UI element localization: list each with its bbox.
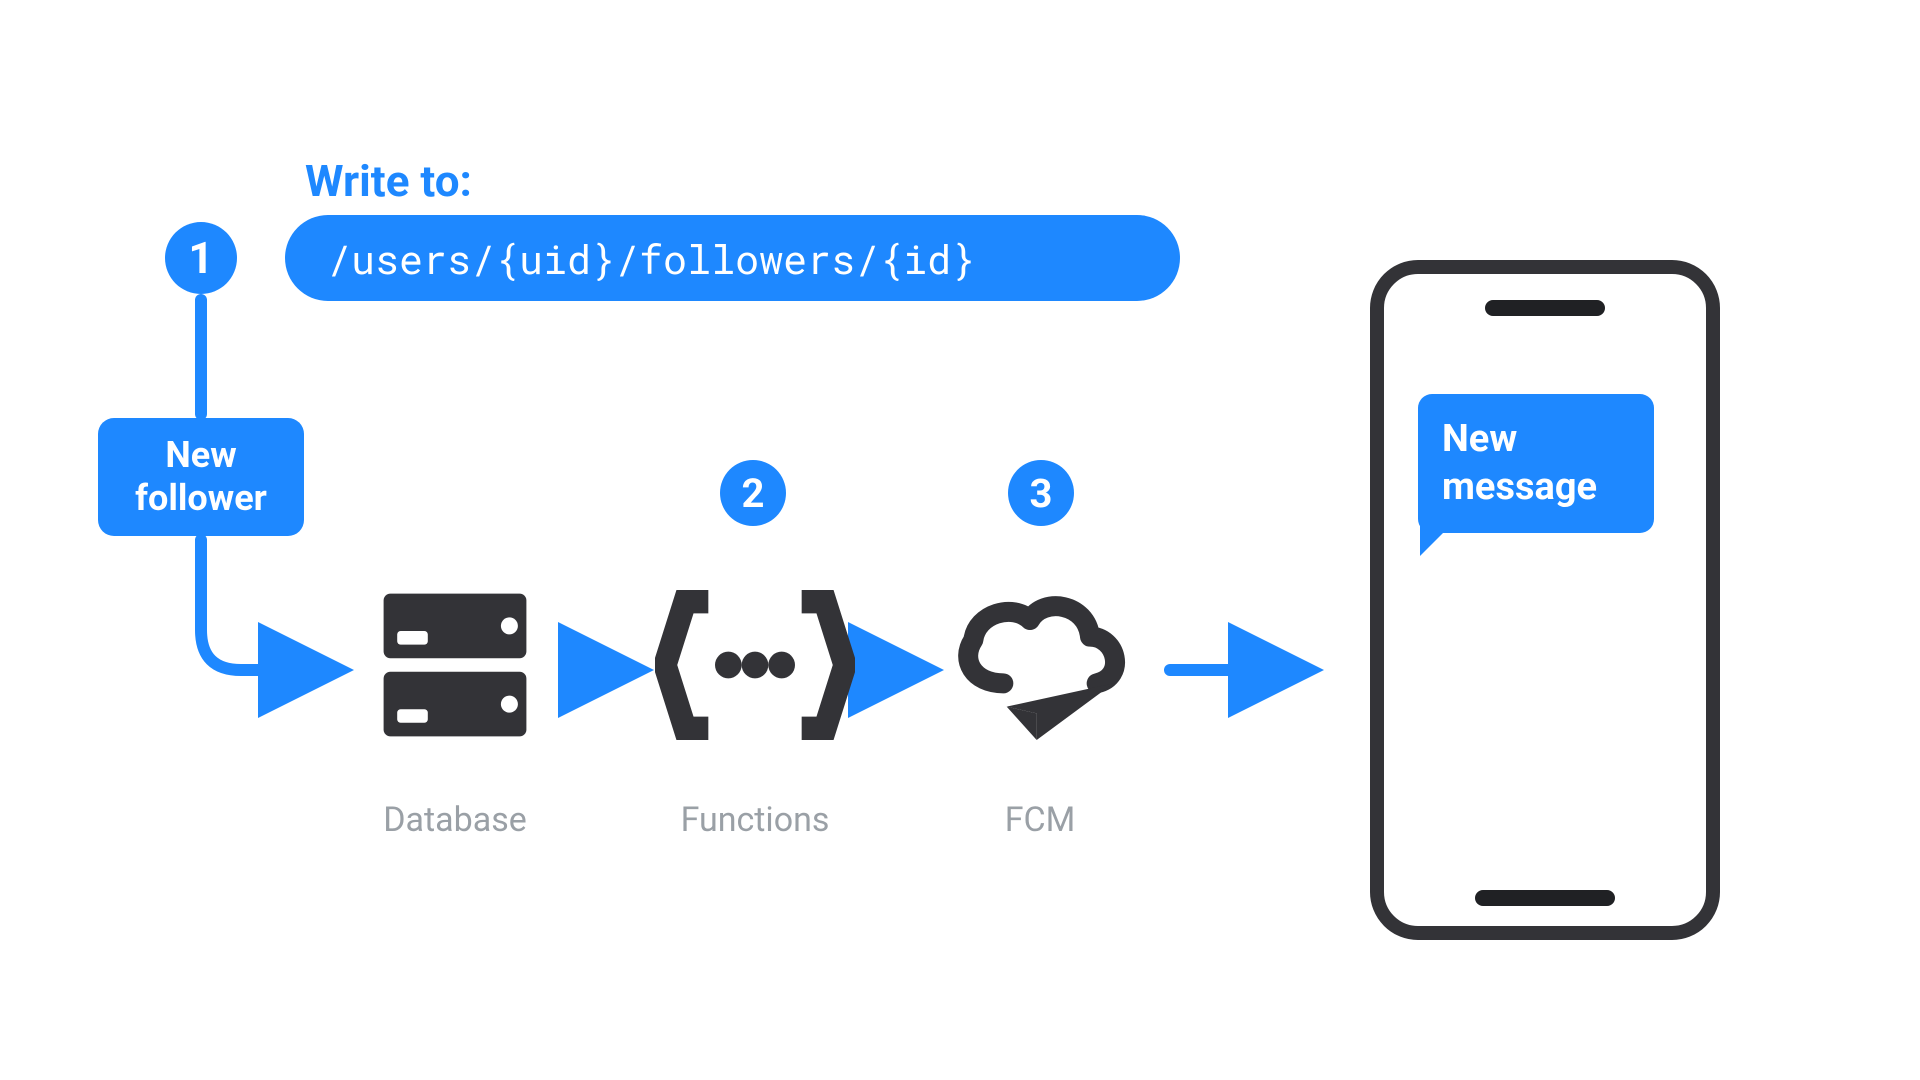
functions-icon [655,580,855,750]
notification-bubble-tail [1420,520,1456,556]
phone-home-indicator [1475,890,1615,906]
bubble-line2: message [1442,464,1630,512]
fcm-icon [940,570,1140,760]
fcm-label: FCM [960,800,1120,840]
step-badge-3: 3 [1008,460,1074,526]
phone-frame: New message [1370,260,1720,940]
phone-speaker [1485,300,1605,316]
database-label: Database [360,800,550,840]
step-badge-2: 2 [720,460,786,526]
step-badge-3-number: 3 [1030,470,1053,517]
database-icon [370,580,540,750]
bubble-line1: New [1442,416,1630,464]
notification-bubble: New message [1418,394,1654,533]
step-badge-2-number: 2 [742,470,765,517]
functions-label: Functions [650,800,860,840]
diagram-canvas: Write to: /users/{uid}/followers/{id} 1 … [0,0,1920,1080]
